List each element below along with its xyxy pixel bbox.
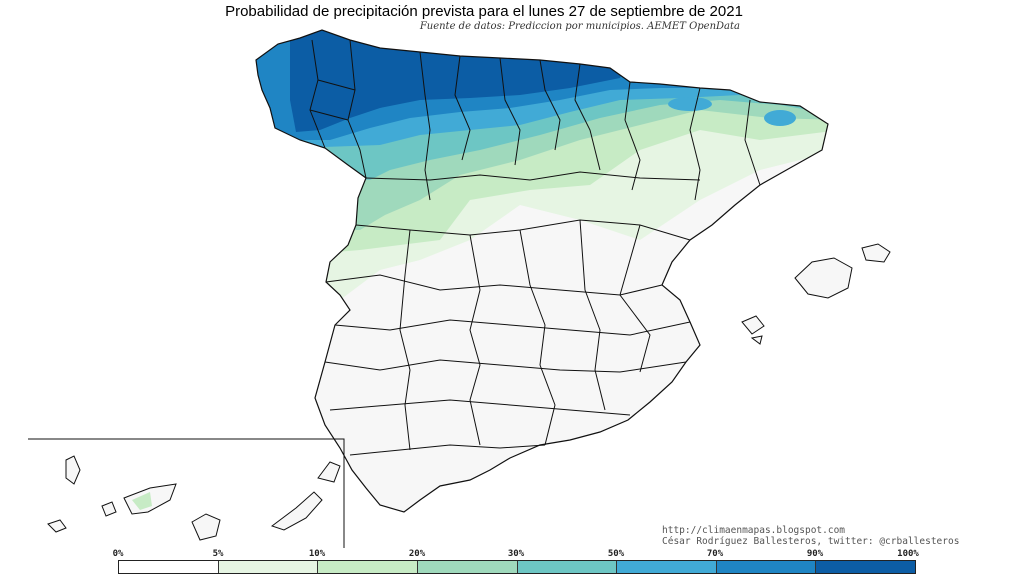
el-hierro (47, 519, 67, 533)
credits-author: César Rodríguez Ballesteros, twitter: @c… (662, 536, 960, 547)
legend-label-100: 100% (897, 549, 919, 559)
credits: http://climaenmapas.blogspot.com César R… (662, 525, 959, 547)
credits-url: http://climaenmapas.blogspot.com (662, 525, 846, 536)
prob-spot-pyrenees-east (764, 110, 796, 126)
legend-label-90: 90% (806, 549, 824, 559)
legend-label-0: 0% (112, 549, 124, 559)
legend-label-50: 50% (607, 549, 625, 559)
legend-label-70: 70% (706, 549, 724, 559)
legend-label-5: 5% (212, 549, 224, 559)
menorca (861, 243, 891, 263)
mallorca (794, 257, 853, 299)
lanzarote (317, 461, 341, 483)
legend-swatch-10-20 (318, 561, 418, 573)
legend-label-20: 20% (408, 549, 426, 559)
legend-swatch-5-10 (218, 561, 319, 573)
la-palma (65, 455, 81, 485)
la-gomera (101, 501, 117, 517)
formentera (750, 335, 763, 345)
legend-swatch-50-70 (617, 561, 717, 573)
legend-label-10: 10% (308, 549, 326, 559)
tenerife-prob (132, 492, 152, 510)
legend-swatch-0-5 (119, 561, 219, 573)
legend-swatch-20-30 (417, 561, 518, 573)
legend-colorbar (118, 560, 916, 574)
legend-swatch-70-90 (716, 561, 817, 573)
legend-labels: 0% 5% 10% 20% 30% 50% 70% 90% 100% (113, 549, 919, 559)
legend-label-30: 30% (507, 549, 525, 559)
ibiza (741, 315, 765, 335)
data-source: Fuente de datos: Prediccion por municipi… (419, 21, 740, 32)
balearic-islands (741, 243, 891, 345)
legend-swatch-30-50 (517, 561, 618, 573)
prob-spot-pyrenees (668, 97, 712, 111)
province-borders (255, 29, 829, 513)
legend-swatch-90-100 (816, 561, 915, 573)
gran-canaria (191, 513, 221, 541)
fuerteventura (270, 491, 323, 531)
canary-inset (28, 438, 345, 548)
map-title: Probabilidad de precipitación prevista p… (225, 3, 743, 20)
